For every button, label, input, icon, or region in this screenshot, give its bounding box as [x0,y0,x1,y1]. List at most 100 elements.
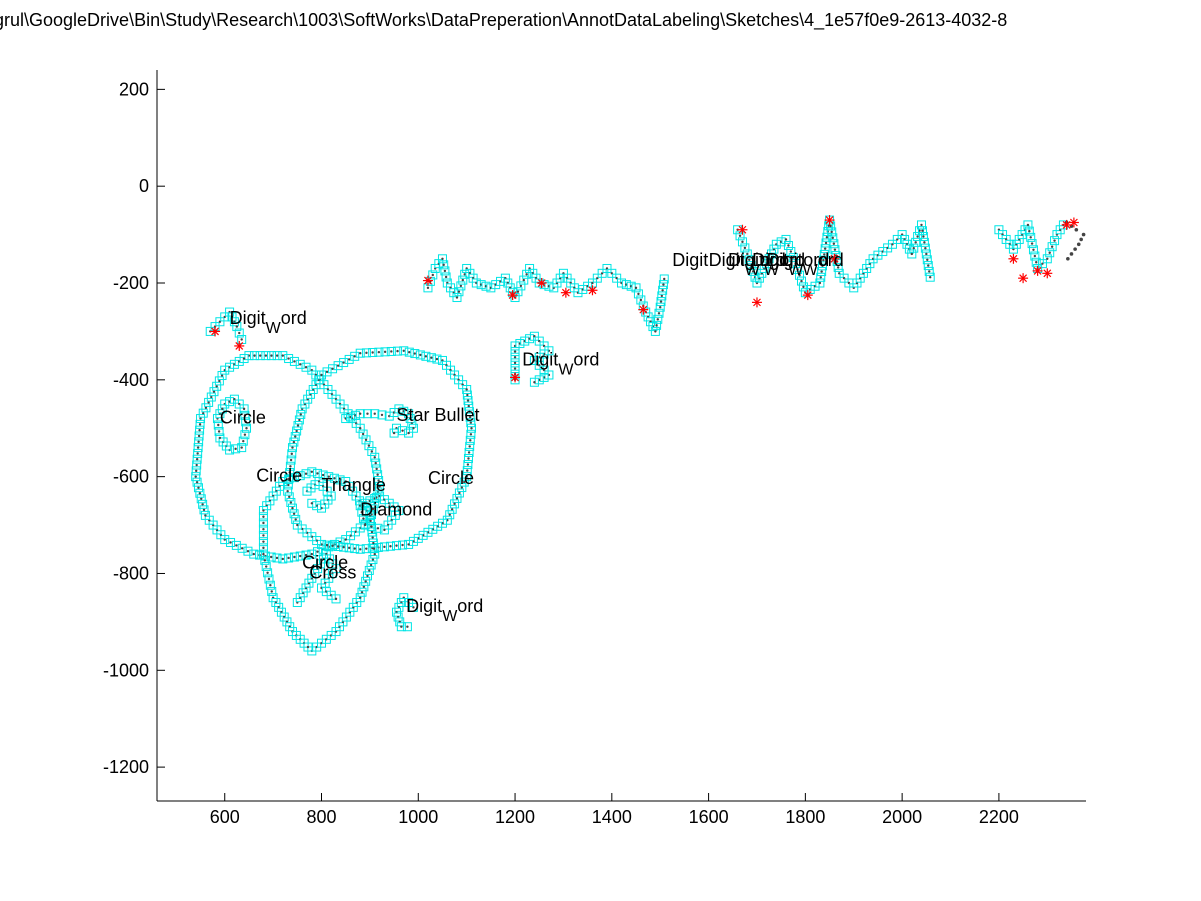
stroke-point [1028,229,1031,233]
stroke-point [1032,248,1035,252]
stroke-point [923,241,926,244]
corner-point [560,287,571,298]
segment-point [452,493,462,503]
stroke-point [466,463,470,466]
segment-point [819,249,829,259]
stroke-point [430,356,433,359]
segment-point [742,249,752,259]
stroke-point [333,477,336,480]
stroke-point [749,264,753,267]
stroke-point [825,236,829,239]
segment-point [317,370,327,380]
segment-point [921,249,931,259]
corner-point [824,215,835,226]
stroke-point [455,296,459,299]
annotation-label: DigitWord [406,596,483,625]
stroke-point [263,559,267,562]
segment-point [407,418,417,428]
stroke-point [461,278,464,282]
segment-point [464,407,474,417]
segment-point [362,409,372,419]
stroke-point [364,438,368,442]
segment-point [374,476,384,486]
stroke-point [331,544,334,548]
stroke-point [916,235,919,238]
stroke-point [458,491,461,495]
stroke-point [344,538,347,541]
segment-point [432,354,442,364]
segment-point [437,518,447,528]
stroke-point [1074,227,1079,232]
segment-point [321,549,331,559]
stroke-big-heart [191,351,385,564]
segment-point [278,476,288,486]
stroke-point [275,556,279,560]
segment-point [328,541,338,551]
segment-point [764,254,774,264]
stroke-point [316,550,319,553]
segment-point [392,541,402,551]
segment-point [360,520,370,530]
stroke-point [262,534,265,537]
stroke-point [204,406,208,409]
segment-point [282,617,292,627]
stroke-point [267,577,271,581]
stroke-point [1035,261,1038,264]
annotation-label: DigitWord [709,250,786,279]
segment-point [465,268,475,278]
stroke-point [372,547,376,550]
segment-point [404,539,414,549]
stroke-point [270,354,273,357]
stroke-point [746,252,749,256]
stroke-point [802,285,805,289]
stroke-point [465,475,468,478]
segment-point [452,293,462,303]
stroke-point [442,263,445,267]
stroke-point [789,250,793,253]
segment-point [781,234,791,244]
stroke-point [287,357,290,360]
segment-point [1055,225,1065,235]
stroke-point [359,352,362,355]
segment-point [318,554,328,564]
segment-point [389,428,399,438]
stroke-point [353,355,356,358]
stroke-point [798,274,801,277]
segment-point [654,308,664,318]
stroke-point [262,509,265,512]
stroke-point [468,415,472,419]
segment-point [449,288,459,298]
segment-point [607,268,617,278]
annotation-label: DigitWord [522,349,599,378]
stroke-point [402,349,405,352]
stroke-point [360,510,364,514]
corner-point [507,290,518,301]
corner-point [1008,253,1019,264]
stroke-point [1053,239,1056,242]
stroke-point [327,475,330,478]
stroke-point [287,556,290,560]
stroke-point [743,246,747,250]
stroke-point [419,353,422,357]
segment-point [241,417,251,427]
segment-point [333,541,343,551]
stroke-point [359,427,362,430]
stroke-small-circle [212,394,252,455]
stroke-point [928,275,932,279]
segment-point [399,593,409,603]
segment-point [204,397,214,407]
segment-point [592,273,602,283]
segment-point [313,564,323,574]
segment-point [351,491,361,501]
stroke-point [245,427,248,430]
segment-point [759,263,769,273]
stroke-point [304,472,308,475]
corner-point [737,224,748,235]
stroke-point [325,543,329,547]
segment-point [192,460,202,470]
stroke-point [831,236,834,240]
stroke-point [453,502,456,506]
y-tick-label: -200 [113,273,149,293]
segment-point [534,336,544,346]
segment-point [516,281,526,291]
